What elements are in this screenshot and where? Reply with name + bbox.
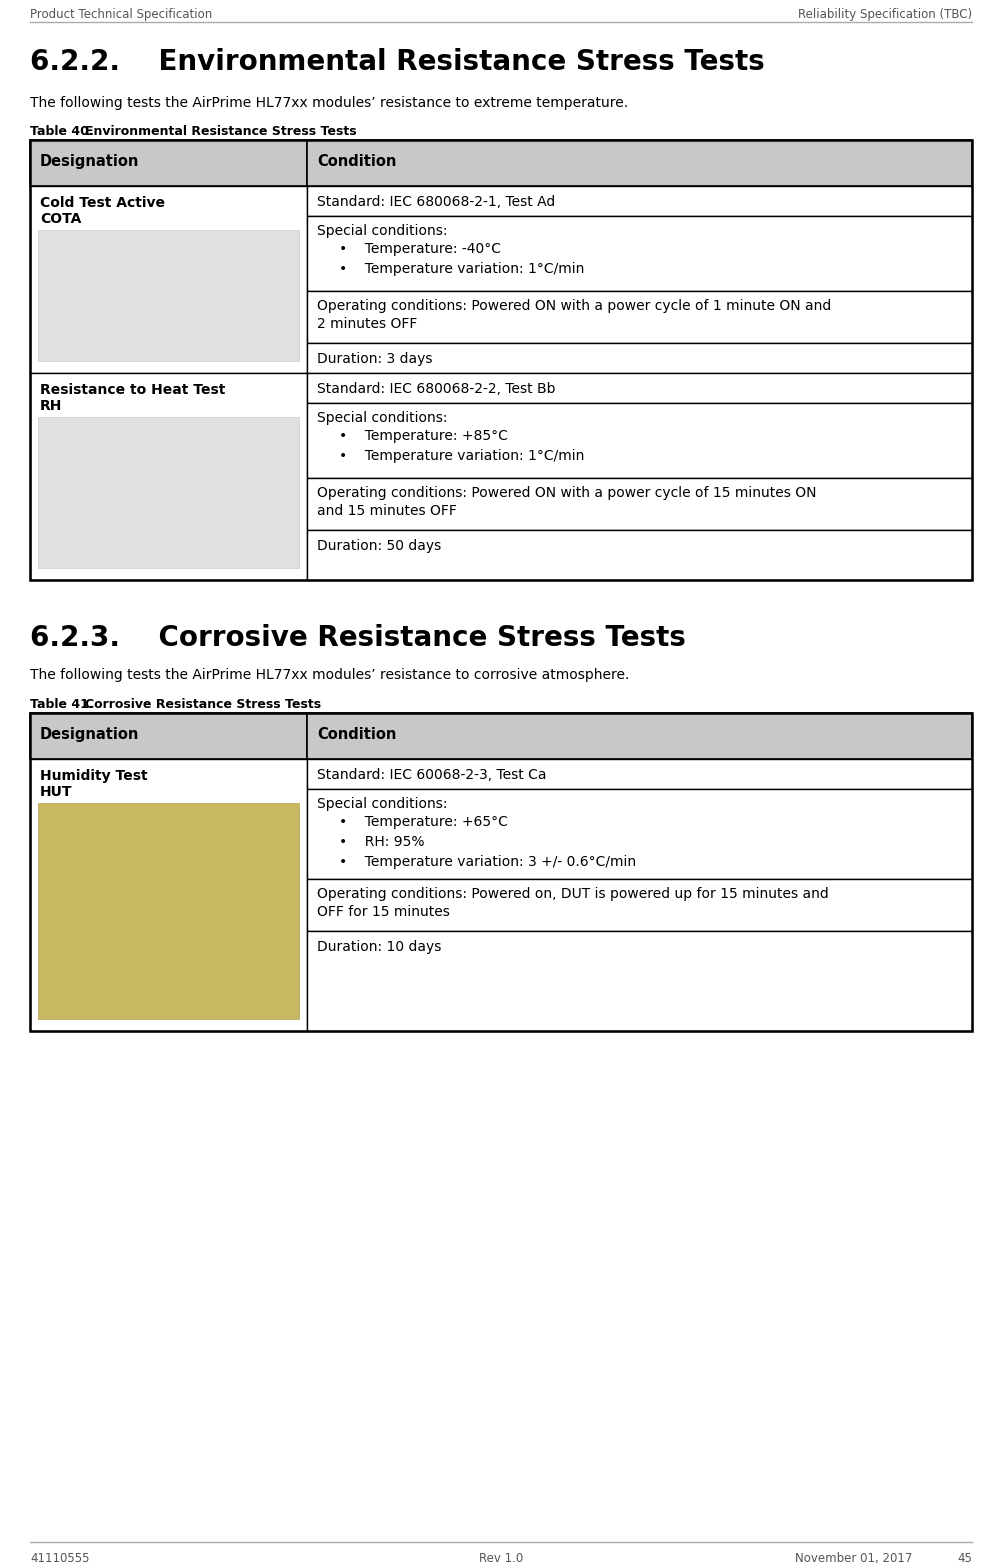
Bar bbox=[307, 788, 972, 879]
Text: •    Temperature: +65°C: • Temperature: +65°C bbox=[339, 815, 508, 829]
Text: •    Temperature: -40°C: • Temperature: -40°C bbox=[339, 242, 501, 256]
Text: November 01, 2017: November 01, 2017 bbox=[795, 1551, 912, 1564]
Bar bbox=[38, 802, 299, 1020]
Bar bbox=[307, 186, 972, 216]
Text: Environmental Resistance Stress Tests: Environmental Resistance Stress Tests bbox=[85, 125, 357, 138]
Text: •    RH: 95%: • RH: 95% bbox=[339, 835, 425, 849]
Text: Standard: IEC 680068-2-2, Test Bb: Standard: IEC 680068-2-2, Test Bb bbox=[317, 382, 555, 396]
Text: •    Temperature variation: 3 +/- 0.6°C/min: • Temperature variation: 3 +/- 0.6°C/min bbox=[339, 856, 636, 870]
Text: •    Temperature variation: 1°C/min: • Temperature variation: 1°C/min bbox=[339, 449, 584, 463]
Text: Duration: 3 days: Duration: 3 days bbox=[317, 352, 433, 366]
Text: 45: 45 bbox=[957, 1551, 972, 1564]
Bar bbox=[307, 404, 972, 479]
Bar bbox=[30, 372, 307, 580]
Bar bbox=[30, 141, 307, 186]
Text: Table 41.: Table 41. bbox=[30, 698, 93, 712]
Text: The following tests the AirPrime HL77xx modules’ resistance to extreme temperatu: The following tests the AirPrime HL77xx … bbox=[30, 95, 628, 109]
Text: Operating conditions: Powered on, DUT is powered up for 15 minutes and
OFF for 1: Operating conditions: Powered on, DUT is… bbox=[317, 887, 829, 920]
Text: Standard: IEC 680068-2-1, Test Ad: Standard: IEC 680068-2-1, Test Ad bbox=[317, 196, 555, 210]
Text: Product Technical Specification: Product Technical Specification bbox=[30, 8, 212, 20]
Bar bbox=[307, 879, 972, 931]
Text: Standard: IEC 60068-2-3, Test Ca: Standard: IEC 60068-2-3, Test Ca bbox=[317, 768, 546, 782]
Text: COTA: COTA bbox=[40, 213, 81, 227]
Text: Special conditions:: Special conditions: bbox=[317, 224, 448, 238]
Bar bbox=[307, 713, 972, 759]
Bar bbox=[307, 931, 972, 1031]
Bar bbox=[307, 372, 972, 404]
Bar bbox=[30, 186, 307, 372]
Bar bbox=[307, 216, 972, 291]
Text: Operating conditions: Powered ON with a power cycle of 15 minutes ON
and 15 minu: Operating conditions: Powered ON with a … bbox=[317, 486, 817, 518]
Text: Designation: Designation bbox=[40, 727, 139, 741]
Text: Special conditions:: Special conditions: bbox=[317, 798, 448, 812]
Bar bbox=[307, 530, 972, 580]
Bar bbox=[30, 141, 972, 580]
Bar bbox=[307, 479, 972, 530]
Text: •    Temperature variation: 1°C/min: • Temperature variation: 1°C/min bbox=[339, 263, 584, 275]
Bar bbox=[38, 418, 299, 568]
Text: Duration: 10 days: Duration: 10 days bbox=[317, 940, 441, 954]
Bar bbox=[307, 141, 972, 186]
Bar bbox=[30, 713, 307, 759]
Text: 41110555: 41110555 bbox=[30, 1551, 89, 1564]
Text: Corrosive Resistance Stress Tests: Corrosive Resistance Stress Tests bbox=[85, 698, 321, 712]
Text: HUT: HUT bbox=[40, 785, 72, 799]
Text: •    Temperature: +85°C: • Temperature: +85°C bbox=[339, 429, 508, 443]
Bar bbox=[30, 713, 972, 1031]
Bar bbox=[38, 230, 299, 361]
Text: Condition: Condition bbox=[317, 153, 397, 169]
Text: Condition: Condition bbox=[317, 727, 397, 741]
Text: 6.2.2.    Environmental Resistance Stress Tests: 6.2.2. Environmental Resistance Stress T… bbox=[30, 48, 765, 77]
Text: Table 40.: Table 40. bbox=[30, 125, 93, 138]
Text: Special conditions:: Special conditions: bbox=[317, 411, 448, 425]
Text: The following tests the AirPrime HL77xx modules’ resistance to corrosive atmosph: The following tests the AirPrime HL77xx … bbox=[30, 668, 629, 682]
Text: Reliability Specification (TBC): Reliability Specification (TBC) bbox=[798, 8, 972, 20]
Text: 6.2.3.    Corrosive Resistance Stress Tests: 6.2.3. Corrosive Resistance Stress Tests bbox=[30, 624, 686, 652]
Bar bbox=[30, 759, 307, 1031]
Text: Resistance to Heat Test: Resistance to Heat Test bbox=[40, 383, 225, 397]
Text: Humidity Test: Humidity Test bbox=[40, 769, 147, 784]
Bar bbox=[307, 759, 972, 788]
Text: Duration: 50 days: Duration: 50 days bbox=[317, 540, 441, 554]
Text: Designation: Designation bbox=[40, 153, 139, 169]
Bar bbox=[307, 291, 972, 343]
Text: Rev 1.0: Rev 1.0 bbox=[479, 1551, 523, 1564]
Bar bbox=[307, 343, 972, 372]
Text: Operating conditions: Powered ON with a power cycle of 1 minute ON and
2 minutes: Operating conditions: Powered ON with a … bbox=[317, 299, 832, 332]
Text: Cold Test Active: Cold Test Active bbox=[40, 196, 165, 210]
Text: RH: RH bbox=[40, 399, 62, 413]
